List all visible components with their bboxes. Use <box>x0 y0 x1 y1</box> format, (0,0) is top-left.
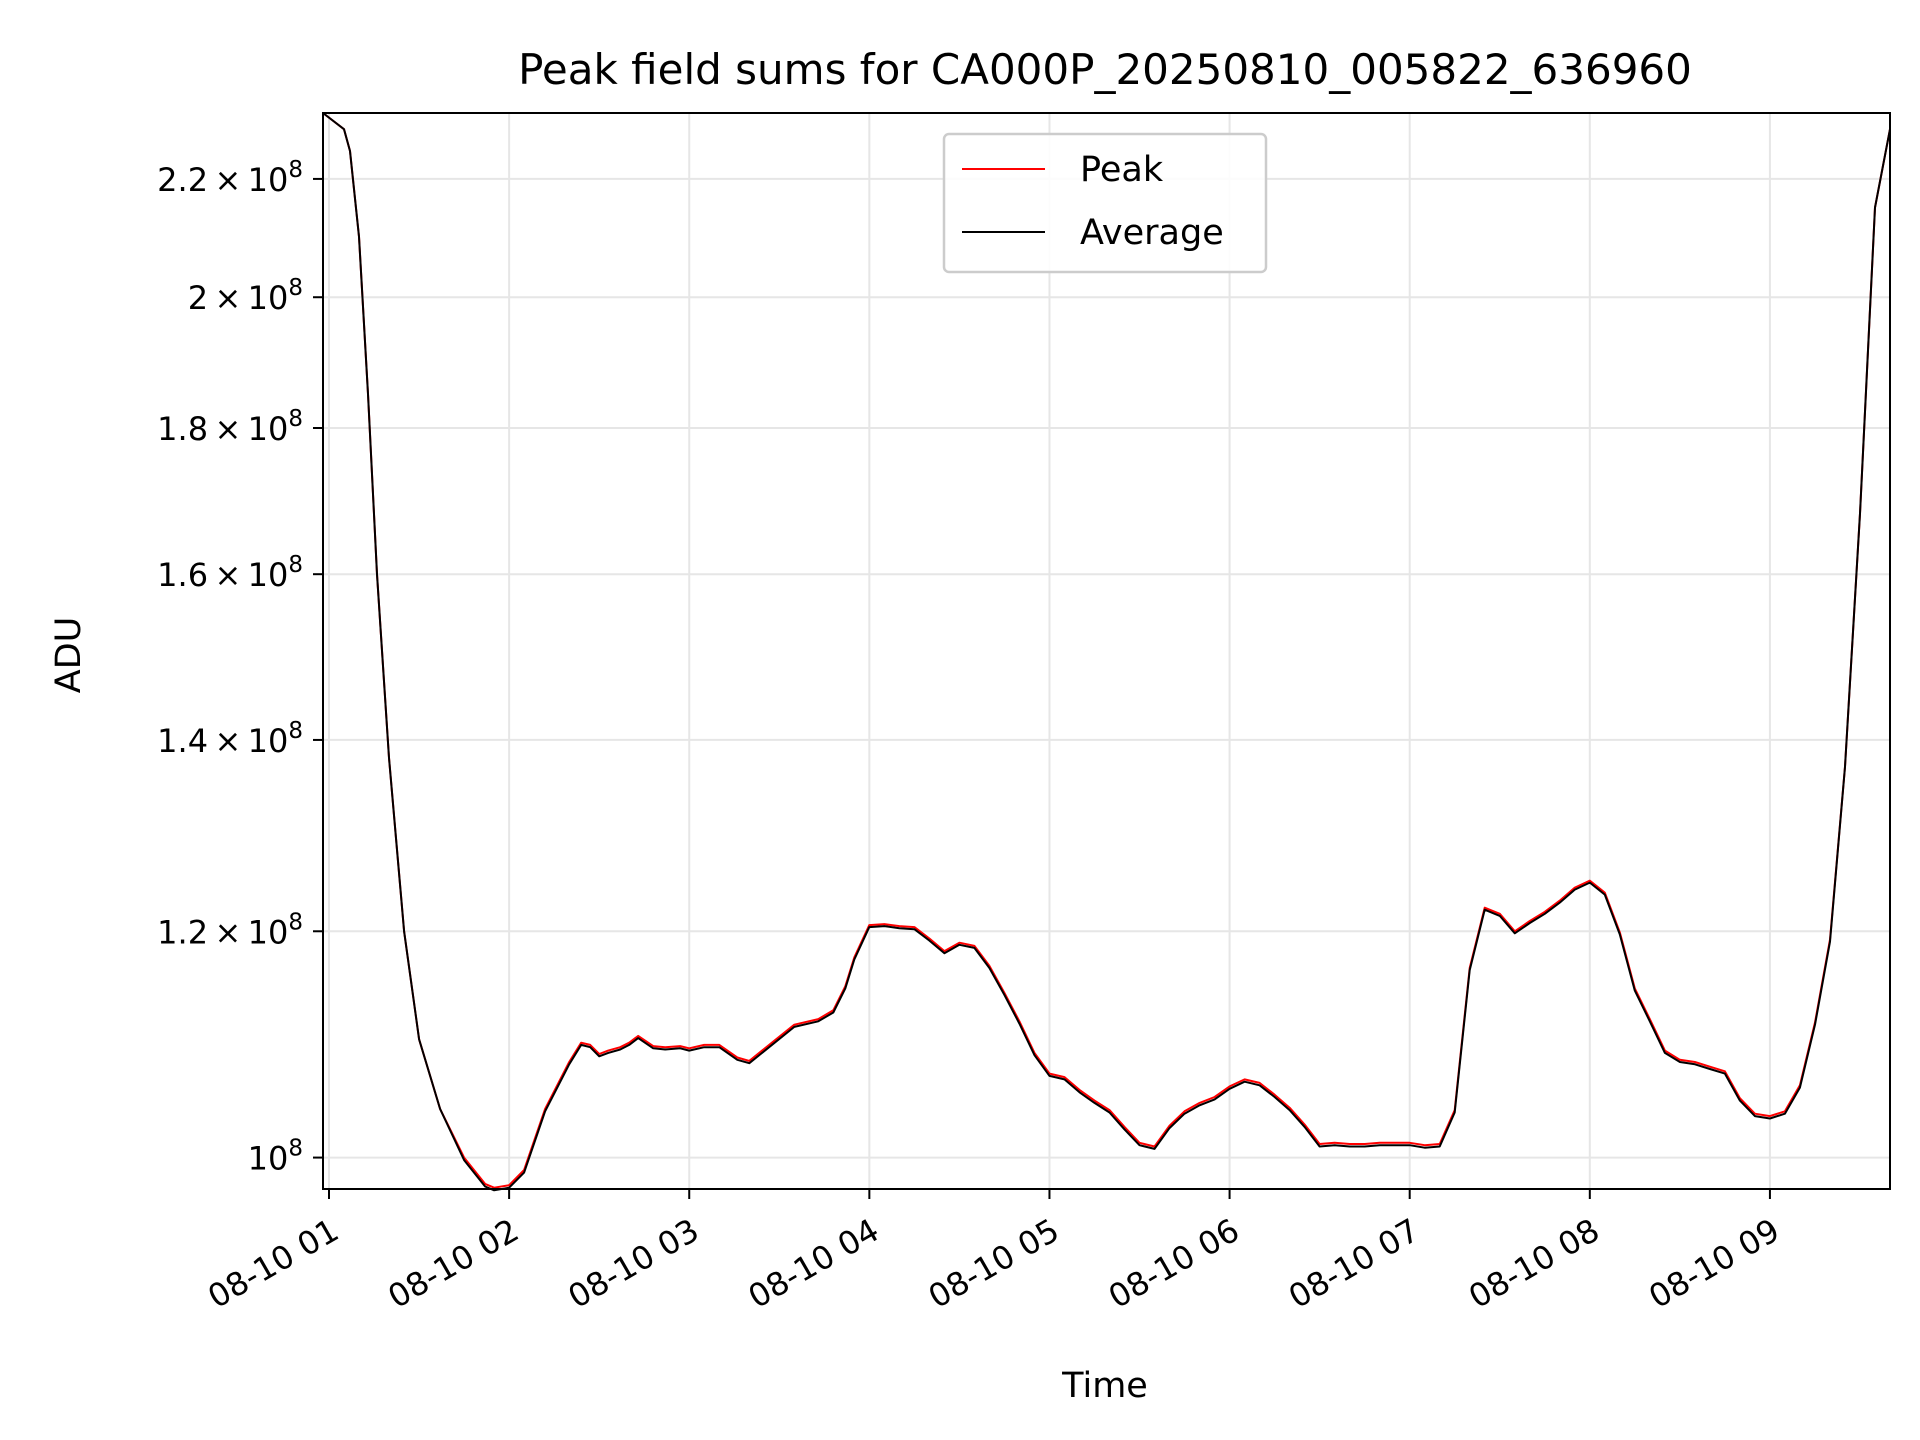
y-tick-label: 1.2 × 108 <box>157 909 303 951</box>
y-tick-label: 1.6 × 108 <box>157 552 303 594</box>
legend-label-average: Average <box>1080 213 1224 253</box>
y-tick-label: 2 × 108 <box>188 275 303 317</box>
chart-title: Peak field sums for CA000P_20250810_0058… <box>518 45 1692 94</box>
y-axis-label: ADU <box>49 617 89 694</box>
legend-label-peak: Peak <box>1080 150 1164 190</box>
y-tick-label: 1.4 × 108 <box>157 718 303 760</box>
y-tick-label: 2.2 × 108 <box>157 157 303 199</box>
y-tick-label: 1.8 × 108 <box>157 406 303 448</box>
legend: Peak Average <box>944 134 1266 272</box>
x-axis-label: Time <box>1061 1366 1148 1406</box>
